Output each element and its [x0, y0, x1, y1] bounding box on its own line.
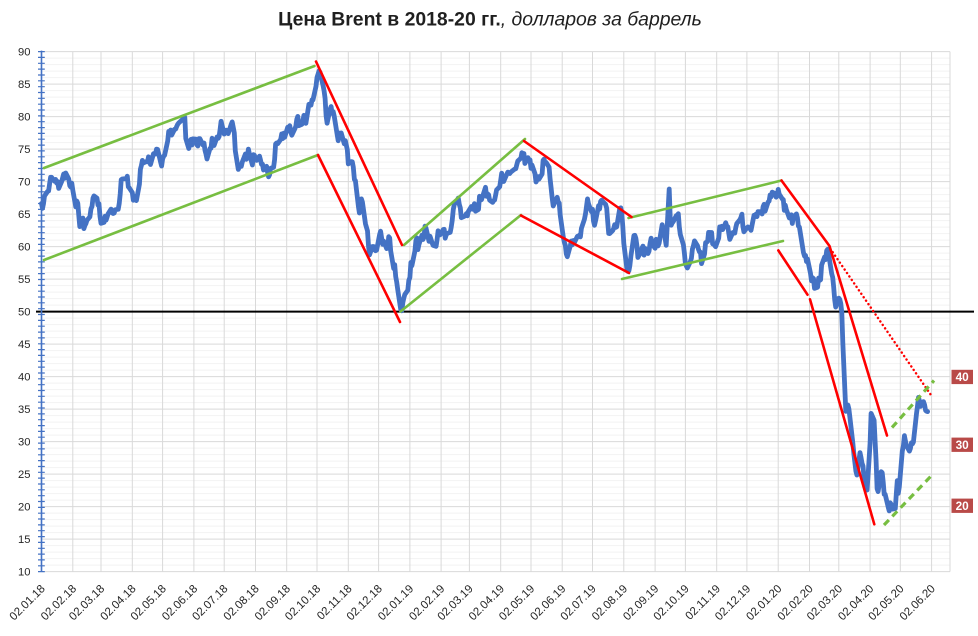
- svg-text:10: 10: [18, 567, 30, 579]
- svg-text:75: 75: [18, 144, 30, 156]
- svg-text:40: 40: [18, 372, 30, 384]
- svg-text:20: 20: [18, 502, 30, 514]
- svg-text:60: 60: [18, 242, 30, 254]
- svg-text:20: 20: [956, 499, 970, 513]
- svg-text:65: 65: [18, 209, 30, 221]
- svg-text:Цена Brent в 2018-20 гг., долл: Цена Brent в 2018-20 гг., долларов за ба…: [278, 9, 702, 31]
- svg-text:25: 25: [18, 469, 30, 481]
- svg-text:30: 30: [18, 437, 30, 449]
- svg-text:90: 90: [18, 47, 30, 59]
- svg-text:45: 45: [18, 339, 30, 351]
- svg-text:50: 50: [18, 307, 30, 319]
- svg-text:40: 40: [956, 370, 970, 384]
- svg-text:35: 35: [18, 404, 30, 416]
- svg-text:30: 30: [956, 438, 970, 452]
- svg-text:80: 80: [18, 112, 30, 124]
- svg-text:85: 85: [18, 79, 30, 91]
- svg-text:55: 55: [18, 274, 30, 286]
- svg-text:70: 70: [18, 177, 30, 189]
- svg-text:15: 15: [18, 534, 30, 546]
